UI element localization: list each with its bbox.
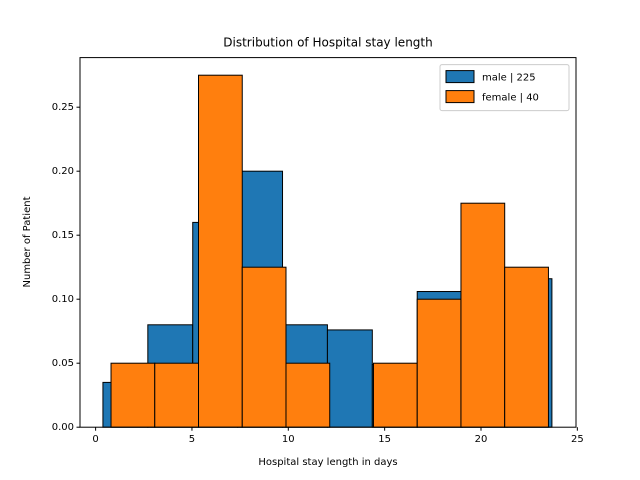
histogram-bar [198, 74, 243, 428]
y-tick-label: 0.05 [52, 358, 74, 369]
chart-title: Distribution of Hospital stay length [223, 36, 432, 50]
legend-swatch [445, 70, 475, 84]
histogram-bar [110, 362, 156, 428]
y-tick-label: 0.25 [52, 102, 74, 113]
histogram-bar [285, 362, 331, 428]
y-tick-label: 0.15 [52, 230, 74, 241]
histogram-bar [372, 362, 418, 428]
legend-swatch [445, 90, 475, 104]
y-tick-label: 0.20 [52, 166, 74, 177]
histogram-bar [504, 266, 549, 428]
x-tick-label: 20 [475, 434, 488, 445]
legend-label: female | 40 [482, 93, 539, 104]
x-axis-label: Hospital stay length in days [258, 457, 397, 468]
x-tick-label: 0 [92, 434, 98, 445]
x-tick-label: 5 [189, 434, 195, 445]
histogram-bar [460, 202, 506, 428]
histogram-bar [154, 362, 200, 428]
x-tick-label: 25 [571, 434, 584, 445]
histogram-bar [241, 266, 287, 428]
histogram-bar [416, 298, 462, 428]
x-tick-label: 10 [282, 434, 295, 445]
y-axis-label: Number of Patient [22, 196, 33, 287]
y-tick-label: 0.00 [52, 422, 74, 433]
legend-label: male | 225 [482, 73, 536, 84]
plot-frame [79, 57, 577, 428]
x-tick-label: 15 [378, 434, 391, 445]
y-tick-label: 0.10 [52, 294, 74, 305]
histogram-bar [326, 329, 373, 428]
